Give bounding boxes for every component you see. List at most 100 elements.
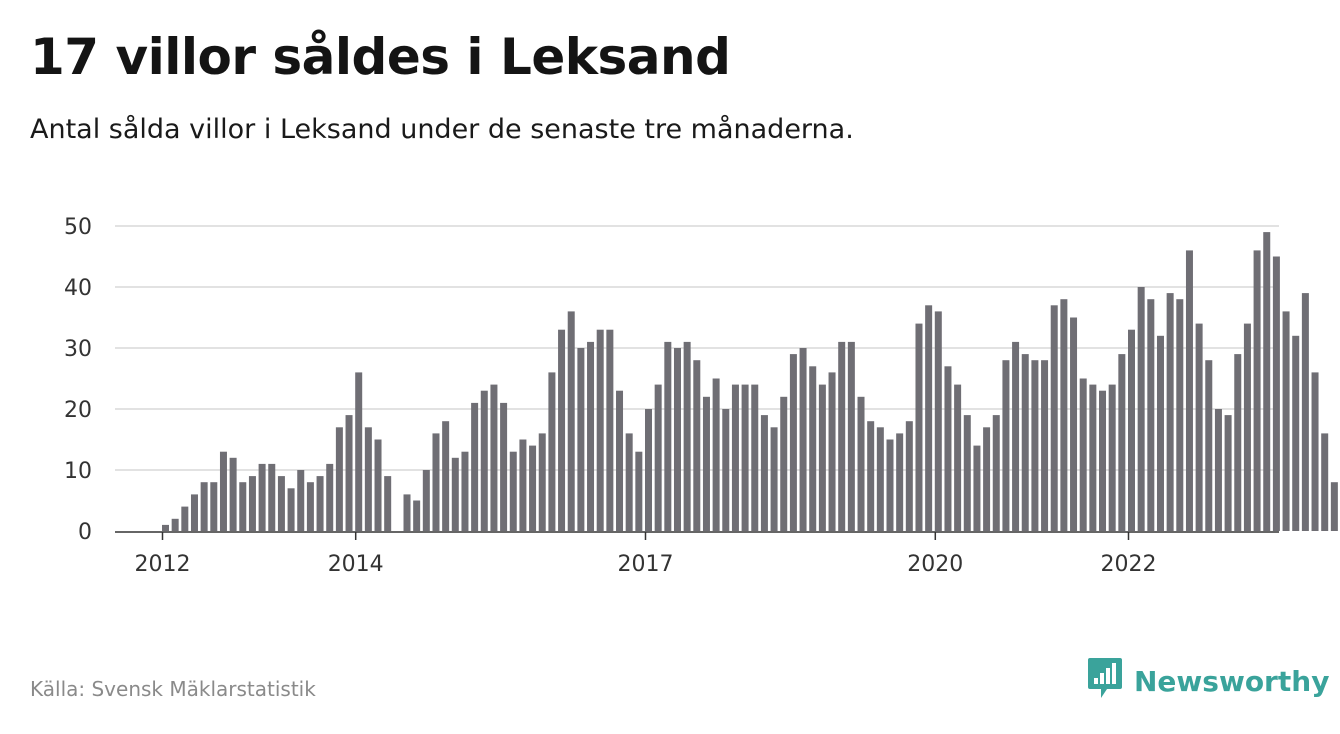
bar <box>1041 360 1049 531</box>
bar <box>1012 341 1020 531</box>
bar <box>1224 415 1232 531</box>
bar <box>248 476 256 531</box>
bar <box>1021 354 1029 531</box>
bar <box>306 482 314 531</box>
bar <box>374 439 382 531</box>
bar <box>316 476 324 531</box>
bar <box>1166 293 1174 531</box>
bar <box>654 384 662 531</box>
bar <box>587 341 595 531</box>
bar <box>500 402 508 531</box>
bar <box>200 482 208 531</box>
bar <box>1147 299 1155 531</box>
bar <box>432 433 440 531</box>
bar <box>1330 482 1338 531</box>
bar <box>1137 287 1145 531</box>
brand-name: Newsworthy <box>1134 664 1330 698</box>
bar <box>722 409 730 531</box>
bar <box>693 360 701 531</box>
bar <box>1263 232 1271 531</box>
bar <box>596 329 604 531</box>
y-tick-label: 0 <box>78 520 92 545</box>
bar <box>973 445 981 531</box>
bar <box>384 476 392 531</box>
bar <box>287 488 295 531</box>
bar <box>799 348 807 531</box>
bar <box>1079 378 1087 531</box>
bar <box>258 463 266 531</box>
y-tick-label: 10 <box>64 459 92 484</box>
bar <box>162 524 169 531</box>
bar <box>1311 372 1319 531</box>
bar <box>905 421 913 531</box>
bar <box>558 329 566 531</box>
bar <box>1234 354 1242 531</box>
x-tick-label: 2020 <box>907 552 963 577</box>
bar-chart-speech-bubble-icon <box>1087 656 1123 706</box>
bar <box>548 372 556 531</box>
bar <box>1002 360 1010 531</box>
bar <box>915 323 923 531</box>
bar <box>886 439 894 531</box>
bar <box>1185 250 1193 531</box>
bar <box>519 439 527 531</box>
bar <box>442 421 450 531</box>
bar <box>1292 335 1300 531</box>
bar <box>190 494 198 531</box>
bar <box>1205 360 1213 531</box>
bar <box>1253 250 1261 531</box>
bar <box>992 415 1000 531</box>
bar <box>876 427 884 531</box>
bar <box>702 396 710 531</box>
bar <box>1282 311 1290 531</box>
bar <box>712 378 720 531</box>
bar <box>364 427 372 531</box>
bar <box>616 390 624 531</box>
bar <box>1031 360 1039 531</box>
chart-title: 17 villor såldes i Leksand <box>30 28 731 86</box>
bar <box>490 384 498 531</box>
bar <box>335 427 343 531</box>
brand-logo[interactable]: Newsworthy <box>1087 658 1329 704</box>
bar <box>1214 409 1222 531</box>
bar <box>1301 293 1309 531</box>
bar <box>867 421 875 531</box>
bar <box>963 415 971 531</box>
bar <box>297 470 305 531</box>
bar <box>345 415 353 531</box>
bar <box>606 329 614 531</box>
bar <box>1243 323 1251 531</box>
bar <box>1089 384 1097 531</box>
bar <box>625 433 633 531</box>
bar <box>480 390 488 531</box>
bar <box>760 415 768 531</box>
bar <box>239 482 247 531</box>
source-note: Källa: Svensk Mäklarstatistik <box>30 677 316 701</box>
bar <box>219 451 227 531</box>
bar <box>355 372 363 531</box>
bar <box>1070 317 1078 531</box>
bar <box>934 311 942 531</box>
bars <box>162 232 1338 531</box>
bar <box>1272 256 1280 531</box>
bar <box>847 341 855 531</box>
bar <box>461 451 469 531</box>
bar <box>857 396 865 531</box>
bar <box>326 463 334 531</box>
bar <box>770 427 778 531</box>
bar <box>1176 299 1184 531</box>
y-tick-label: 50 <box>64 215 92 240</box>
y-tick-label: 20 <box>64 398 92 423</box>
bar <box>838 341 846 531</box>
bar <box>1321 433 1329 531</box>
bar <box>944 366 952 531</box>
bar <box>780 396 788 531</box>
bar <box>741 384 749 531</box>
bar <box>577 348 585 531</box>
bar <box>673 348 681 531</box>
bar <box>229 457 237 531</box>
bar <box>422 470 430 531</box>
bar <box>451 457 459 531</box>
x-tick-label: 2012 <box>135 552 191 577</box>
bar <box>1195 323 1203 531</box>
